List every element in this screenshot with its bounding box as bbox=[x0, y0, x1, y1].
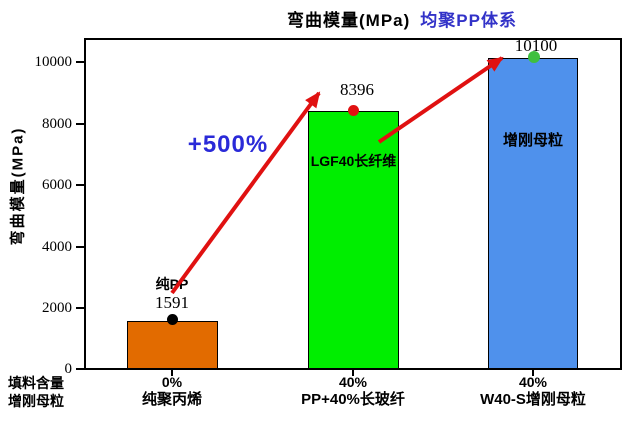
chart-subtitle: 均聚PP体系 bbox=[420, 11, 517, 30]
bar1-point-marker bbox=[167, 314, 178, 325]
y-tick-label: 6000 bbox=[42, 177, 72, 193]
x-tick-mark bbox=[171, 370, 173, 376]
bar2-point-marker bbox=[348, 105, 359, 116]
bar3-point-marker bbox=[528, 51, 540, 63]
bar3-value-label: 10100 bbox=[514, 36, 558, 55]
x-tick-mark bbox=[532, 370, 534, 376]
bar1-name-label: 纯PP bbox=[155, 276, 189, 292]
bar-pure-pp bbox=[127, 321, 218, 369]
bar2-category: PP+40%长玻纤 bbox=[301, 391, 405, 408]
bar3-category: W40-S增刚母粒 bbox=[480, 391, 586, 408]
y-tick-label: 8000 bbox=[42, 116, 72, 132]
y-tick-mark bbox=[76, 246, 85, 248]
bar1-category: 纯聚丙烯 bbox=[141, 391, 202, 408]
bar2-inner-label: LGF40长纤维 bbox=[310, 153, 397, 169]
chart-title: 弯曲模量(MPa) bbox=[287, 11, 411, 30]
x-label-group-2: 40% PP+40%长玻纤 bbox=[263, 373, 443, 409]
y-tick-mark bbox=[76, 184, 85, 186]
bar3-filler-pct: 40% bbox=[518, 374, 548, 390]
bar1-value-label: 1591 bbox=[155, 293, 189, 312]
bar3-inner-label: 增刚母粒 bbox=[502, 132, 563, 149]
bar-pp-40-lgf bbox=[308, 111, 399, 369]
bar1-filler-pct: 0% bbox=[161, 374, 183, 390]
y-tick-label: 2000 bbox=[42, 300, 72, 316]
y-tick-label: 0 bbox=[64, 361, 73, 377]
y-tick-mark bbox=[76, 368, 85, 370]
bar2-filler-pct: 40% bbox=[338, 374, 368, 390]
y-tick-label: 10000 bbox=[34, 54, 73, 70]
gain-annotation: +500% bbox=[187, 131, 269, 158]
x-label-group-3: 40% W40-S增刚母粒 bbox=[433, 373, 629, 409]
y-tick-mark bbox=[76, 61, 85, 63]
x-tick-mark bbox=[352, 370, 354, 376]
bar-w40s-masterbatch bbox=[488, 58, 578, 369]
y-tick-label: 4000 bbox=[42, 239, 72, 255]
y-tick-mark bbox=[76, 307, 85, 309]
y-tick-mark bbox=[76, 123, 85, 125]
bar2-value-label: 8396 bbox=[340, 80, 374, 99]
x-axis-row1-caption: 填料含量 bbox=[8, 375, 64, 391]
x-axis-row2-caption: 增刚母粒 bbox=[8, 393, 64, 409]
chart-title-row: 弯曲模量(MPa) 均聚PP体系 bbox=[287, 6, 517, 31]
x-label-group-1: 0% 纯聚丙烯 bbox=[92, 373, 252, 409]
